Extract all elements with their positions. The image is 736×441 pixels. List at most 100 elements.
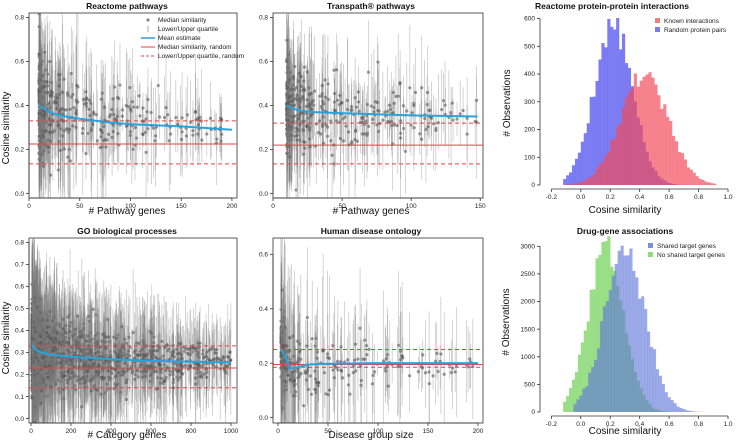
median-point xyxy=(130,100,135,104)
y-tick-label: 0.6 xyxy=(259,59,268,66)
median-point xyxy=(180,130,184,134)
median-point xyxy=(178,375,182,380)
median-point xyxy=(41,103,45,107)
median-point xyxy=(150,331,154,336)
median-point xyxy=(399,131,403,135)
median-point xyxy=(107,132,111,136)
median-point xyxy=(376,108,380,113)
median-point xyxy=(285,80,289,85)
median-point xyxy=(154,349,159,353)
median-point xyxy=(37,68,41,72)
median-point xyxy=(122,347,126,352)
median-point xyxy=(38,296,42,301)
median-point xyxy=(92,384,96,388)
median-point xyxy=(49,356,53,360)
median-point xyxy=(38,311,42,315)
y-tick-label: 200 xyxy=(524,127,535,134)
x-axis-label: # Pathway genes xyxy=(89,206,166,217)
median-point xyxy=(215,347,219,352)
median-point xyxy=(73,387,78,392)
median-point xyxy=(159,371,163,375)
median-point xyxy=(418,132,422,136)
median-point xyxy=(301,128,305,133)
median-point xyxy=(295,130,299,134)
legend-label: Median similarity, random xyxy=(158,44,232,51)
median-point xyxy=(80,335,84,339)
median-point xyxy=(180,116,184,120)
median-point xyxy=(365,103,369,107)
median-point xyxy=(332,162,336,166)
median-point xyxy=(185,113,189,117)
median-point xyxy=(94,345,98,349)
median-point xyxy=(61,387,65,392)
median-point xyxy=(361,115,365,119)
median-point xyxy=(55,361,59,365)
plot-area: 0 50 100 150 200 0.0 0.2 0.4 0.6 0.8 xyxy=(15,12,238,210)
median-point xyxy=(285,85,289,90)
median-point xyxy=(36,323,41,327)
histogram-bar xyxy=(592,96,596,185)
x-tick-label: 0.0 xyxy=(576,194,585,201)
median-point xyxy=(33,352,37,356)
median-point xyxy=(58,361,63,365)
median-point xyxy=(74,340,78,345)
median-point xyxy=(163,378,167,382)
median-point xyxy=(82,322,86,326)
median-point xyxy=(215,137,219,141)
median-point xyxy=(62,147,67,151)
median-point xyxy=(122,370,126,374)
y-tick-label: 300 xyxy=(524,99,535,106)
histogram-bar xyxy=(630,88,634,185)
median-point xyxy=(52,315,56,320)
median-point xyxy=(55,331,59,336)
median-point xyxy=(56,103,60,107)
median-point xyxy=(78,377,82,382)
median-point xyxy=(105,138,109,142)
histogram-bar xyxy=(580,141,584,185)
data-marks xyxy=(29,238,237,423)
median-point xyxy=(293,97,297,101)
median-point xyxy=(175,375,179,379)
x-tick-label: 0.4 xyxy=(635,194,644,201)
x-tick-label: 150 xyxy=(475,203,486,210)
median-point xyxy=(46,102,50,107)
median-point xyxy=(285,135,290,139)
histogram-bar xyxy=(669,120,673,185)
median-point xyxy=(43,128,47,132)
median-point xyxy=(58,108,63,112)
median-point xyxy=(301,95,305,99)
median-point xyxy=(158,381,162,385)
median-point xyxy=(40,389,44,393)
x-tick-label: 1.0 xyxy=(723,194,732,201)
histogram-bar xyxy=(633,73,637,185)
median-point xyxy=(32,309,36,313)
median-point xyxy=(44,345,48,350)
histogram-bar xyxy=(586,177,590,185)
median-point xyxy=(98,354,102,358)
median-point xyxy=(341,139,346,143)
median-point xyxy=(303,146,307,150)
median-point xyxy=(118,352,122,357)
median-point xyxy=(84,96,88,100)
median-point xyxy=(52,362,56,366)
median-point xyxy=(157,345,161,350)
x-tick-label: 100 xyxy=(125,203,136,210)
histogram-bar xyxy=(686,167,690,185)
median-point xyxy=(93,340,97,345)
median-point xyxy=(62,397,66,401)
median-point xyxy=(115,336,119,341)
median-point xyxy=(57,336,61,341)
y-tick-label: 500 xyxy=(524,43,535,50)
median-point xyxy=(48,60,52,64)
median-point xyxy=(89,129,93,133)
median-point xyxy=(141,106,145,110)
median-point xyxy=(291,75,296,79)
median-point xyxy=(210,346,214,350)
median-point xyxy=(37,124,41,128)
panel-go-biological-processes: GO biological processes # Category genes… xyxy=(1,226,239,441)
median-point xyxy=(30,320,34,324)
median-point xyxy=(33,420,37,423)
median-point xyxy=(419,137,424,141)
median-point xyxy=(298,88,302,93)
